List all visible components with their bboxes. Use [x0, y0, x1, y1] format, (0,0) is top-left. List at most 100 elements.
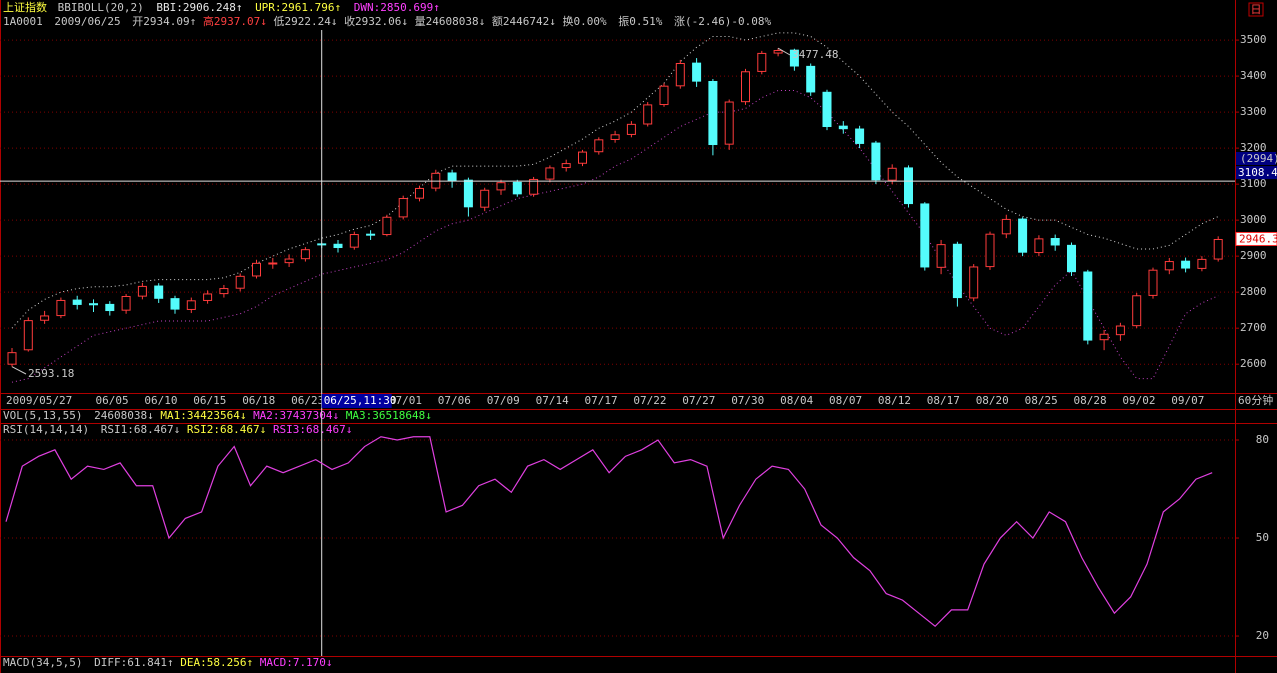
candle-body: [871, 142, 881, 181]
indicator-name: BBIBOLL(20,2): [58, 1, 144, 14]
candle-body: [1132, 295, 1142, 327]
x-tick-label: 08/04: [780, 394, 813, 407]
x-tick-label: 07/01: [389, 394, 422, 407]
bbi: BBI:2906.248↑: [156, 1, 242, 14]
lower-band: [11, 90, 1219, 383]
candle-body: [268, 262, 278, 265]
candle-body: [1067, 244, 1076, 273]
candle-body: [952, 243, 962, 299]
x-tick-label: 08/17: [927, 394, 960, 407]
vol-value: 24608038↓: [94, 409, 154, 422]
candle-body: [170, 298, 180, 310]
x-tick-label: 07/17: [585, 394, 618, 407]
candle-body: [659, 85, 669, 106]
candle-body: [219, 288, 229, 295]
candle-body: [1197, 258, 1207, 269]
upr: UPR:2961.796↑: [255, 1, 341, 14]
candle-body: [382, 216, 392, 236]
code: 1A0001: [3, 15, 43, 28]
candle-body: [806, 65, 816, 93]
candle-body: [121, 295, 131, 311]
y-tick-label: 3300: [1240, 105, 1267, 118]
rsi-bar: RSI(14,14,14) RSI1:68.467↓ RSI2:68.467↓ …: [3, 423, 352, 436]
candle-body: [137, 285, 147, 297]
candle-body: [904, 167, 913, 205]
candle-body: [284, 258, 294, 264]
candle-body: [675, 62, 685, 87]
period-button-box[interactable]: [1248, 2, 1264, 17]
x-tick-label: 07/22: [633, 394, 666, 407]
candle-body: [186, 300, 196, 310]
candle-body: [1115, 325, 1125, 336]
dwn: DWN:2850.699↑: [354, 1, 440, 14]
candle-body: [545, 167, 555, 180]
crosshair-date-box: [321, 394, 392, 408]
candle-body: [300, 249, 310, 260]
vol-ma2: MA2:37437304↓: [253, 409, 339, 422]
y-tick-label: 3200: [1240, 141, 1267, 154]
vol-ma1: MA1:34423564↓: [160, 409, 246, 422]
x-tick-label: 07/27: [682, 394, 715, 407]
turnover: 换0.00%: [563, 14, 607, 28]
candle-body: [512, 181, 522, 195]
close: 收2932.06↓: [344, 14, 408, 28]
open: 开2934.09↑: [132, 15, 196, 28]
x-tick-label: 06/05: [96, 394, 129, 407]
volume: 量24608038↓: [415, 15, 486, 28]
period-button[interactable]: 日: [1251, 3, 1262, 16]
candle-body: [1083, 271, 1093, 341]
candle-body: [447, 172, 457, 182]
candle-body: [72, 299, 82, 305]
candle-body: [154, 285, 164, 299]
candle-body: [366, 233, 376, 236]
vol-ma3: MA3:36518648↓: [346, 409, 432, 422]
candle-body: [1018, 218, 1028, 253]
title-bar: 上证指数 BBIBOLL(20,2) BBI:2906.248↑ UPR:296…: [3, 0, 440, 14]
candle-body: [1050, 238, 1060, 246]
candle-body: [496, 182, 506, 191]
candle-body: [203, 293, 213, 301]
y-tick-label: 3100: [1240, 177, 1267, 190]
x-tick-label: 07/30: [731, 394, 764, 407]
high: 高2937.07↓: [203, 14, 267, 28]
x-tick-label: 08/07: [829, 394, 862, 407]
candle-body: [7, 352, 17, 365]
candle-body: [56, 299, 66, 317]
candle-body: [40, 315, 50, 321]
x-tick-label: 06/23: [291, 394, 324, 407]
price-marker-box: [1236, 152, 1276, 165]
candle-body: [398, 198, 408, 218]
candle-body: [789, 49, 799, 67]
macd-dea: DEA:58.256↑: [180, 656, 253, 669]
candle-body: [773, 50, 783, 54]
amplitude: 振0.51%: [618, 14, 662, 28]
candle-body: [887, 167, 897, 181]
candle-body: [594, 139, 604, 153]
candle-body: [1148, 269, 1158, 296]
candle-body: [1181, 260, 1191, 269]
candle-body: [936, 244, 946, 268]
x-tick-label: 08/20: [976, 394, 1009, 407]
candle-body: [561, 163, 571, 169]
index-name: 上证指数: [3, 0, 47, 14]
price-marker: (2994): [1240, 152, 1277, 165]
candle-body: [985, 233, 995, 268]
vol-bar: VOL(5,13,55) 24608038↓ MA1:34423564↓ MA2…: [3, 409, 432, 422]
y-tick-label: 2800: [1240, 285, 1267, 298]
candle-body: [1099, 333, 1109, 341]
macd-label: MACD(34,5,5): [3, 656, 82, 669]
candle-body: [480, 189, 490, 208]
high-pointer: [777, 47, 791, 56]
candle-body: [1213, 238, 1223, 260]
quote-bar: 1A0001 2009/06/25 开2934.09↑ 高2937.07↓ 低2…: [3, 14, 771, 28]
x-tick-label: 06/10: [144, 394, 177, 407]
candle-body: [920, 203, 930, 268]
low-pointer: [11, 366, 27, 375]
rsi1: RSI1:68.467↓: [101, 423, 180, 436]
candle-body: [1034, 238, 1044, 254]
candle-body: [23, 320, 33, 351]
candle-body: [708, 80, 718, 146]
x-tick-label: 08/28: [1074, 394, 1107, 407]
candle-body: [741, 71, 750, 103]
x-tick-label: 06/15: [193, 394, 226, 407]
